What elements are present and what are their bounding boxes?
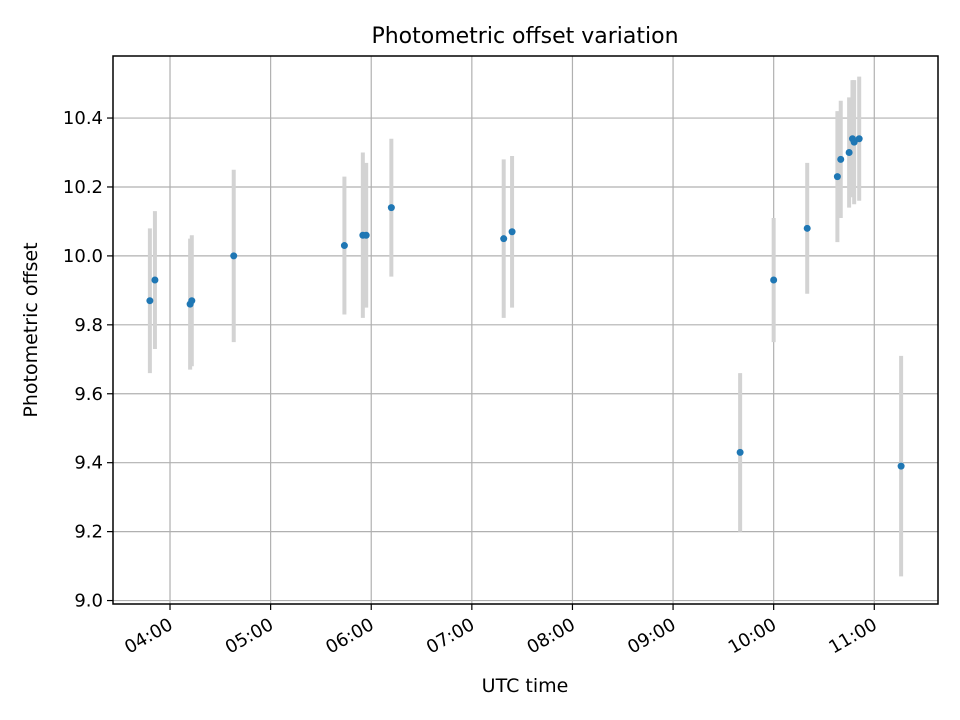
y-axis-label: Photometric offset	[20, 242, 42, 417]
data-point	[188, 297, 196, 305]
data-point	[845, 149, 853, 157]
data-points	[146, 135, 905, 470]
x-axis-label: UTC time	[482, 675, 569, 697]
data-point	[500, 235, 508, 243]
data-point	[387, 204, 395, 212]
y-tick-label: 9.2	[74, 522, 103, 543]
y-tick-label: 10.2	[63, 177, 103, 198]
y-tick-label: 10.0	[63, 246, 103, 267]
data-point	[855, 135, 863, 143]
data-point	[340, 242, 348, 250]
data-point	[151, 276, 159, 284]
y-tick-label: 10.4	[63, 108, 103, 129]
data-point	[897, 462, 905, 470]
data-point	[803, 224, 811, 232]
y-tick-label: 9.4	[74, 453, 103, 474]
plot-frame	[112, 55, 939, 605]
data-point	[736, 448, 744, 456]
data-point	[146, 297, 154, 305]
data-point	[837, 155, 845, 163]
data-point	[362, 231, 370, 239]
y-tick-label: 9.0	[74, 591, 103, 612]
data-point	[850, 138, 858, 146]
y-tick-label: 9.6	[74, 384, 103, 405]
data-point	[230, 252, 238, 260]
grid	[113, 56, 938, 604]
chart-title: Photometric offset variation	[371, 24, 678, 49]
y-tick-label: 9.8	[74, 315, 103, 336]
data-point	[770, 276, 778, 284]
data-point	[508, 228, 516, 236]
y-axis: 9.0 9.2 9.4 9.6 9.8 10.0 10.2 10.4	[63, 108, 113, 612]
data-point	[833, 173, 841, 181]
